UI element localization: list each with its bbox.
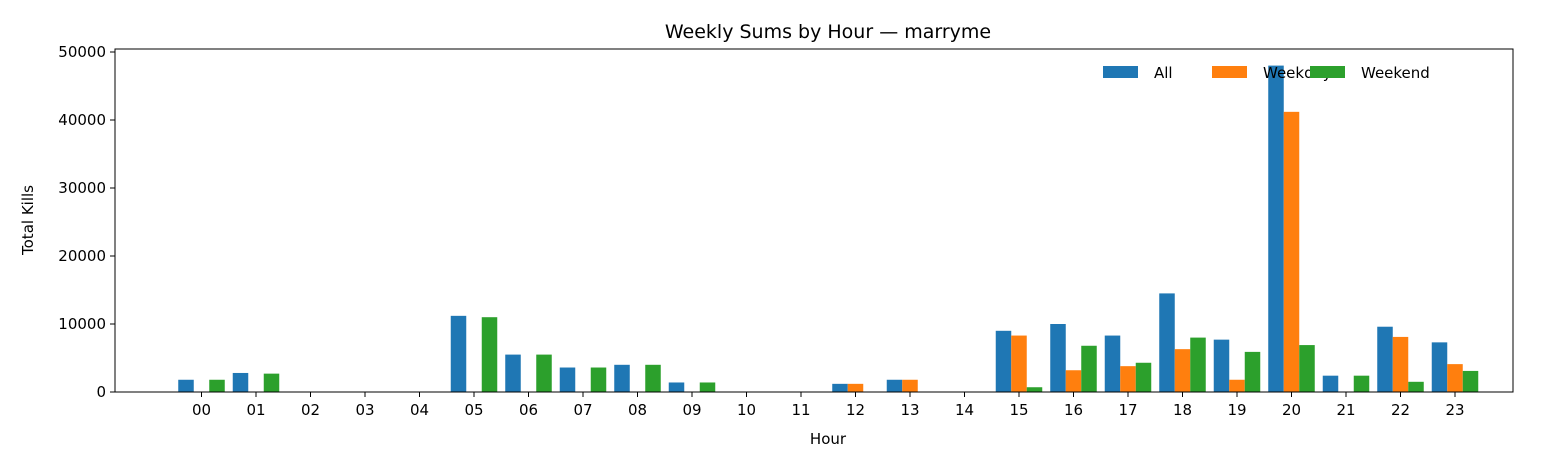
- bar-weekend-17: [1135, 362, 1152, 392]
- legend-swatch-all: [1103, 66, 1138, 78]
- bar-weekend-23: [1462, 370, 1479, 392]
- bar-all-22: [1377, 326, 1393, 392]
- x-tick-label: 23: [1445, 401, 1464, 419]
- y-axis: 0 10000 20000 30000 40000 50000: [58, 43, 115, 401]
- bar-weekdays-22: [1392, 336, 1409, 392]
- y-tick-label: 20000: [58, 247, 106, 265]
- bar-weekdays-12: [847, 383, 864, 392]
- x-tick-label: 14: [955, 401, 974, 419]
- bar-weekend-16: [1081, 345, 1097, 392]
- x-tick-label: 01: [246, 401, 265, 419]
- bar-all-16: [1050, 324, 1066, 392]
- legend-swatch-weekend: [1310, 66, 1345, 78]
- x-tick-label: 19: [1227, 401, 1246, 419]
- bar-weekend-06: [536, 354, 552, 392]
- x-tick-label: 02: [301, 401, 320, 419]
- bar-all-09: [668, 382, 685, 392]
- x-tick-label: 16: [1064, 401, 1083, 419]
- bar-weekend-22: [1408, 381, 1424, 392]
- legend-label-all: All: [1154, 64, 1173, 82]
- bar-weekend-18: [1190, 337, 1206, 392]
- chart-title: Weekly Sums by Hour — marryme: [665, 21, 991, 43]
- bar-weekend-07: [590, 367, 607, 392]
- bar-weekend-05: [481, 317, 498, 392]
- x-tick-label: 20: [1282, 401, 1301, 419]
- bar-weekdays-19: [1229, 379, 1245, 392]
- bar-weekdays-17: [1120, 366, 1136, 392]
- bar-all-23: [1431, 342, 1448, 392]
- x-tick-label: 04: [410, 401, 429, 419]
- plot-frame: [114, 48, 1514, 393]
- bar-all-17: [1104, 335, 1121, 392]
- bar-weekend-01: [263, 373, 280, 392]
- bar-all-19: [1213, 339, 1230, 392]
- bar-weekend-20: [1299, 345, 1315, 392]
- x-tick-label: 12: [846, 401, 865, 419]
- bar-all-15: [995, 330, 1012, 392]
- x-tick-label: 00: [192, 401, 211, 419]
- legend-swatch-weekdays: [1212, 66, 1247, 78]
- bar-all-05: [450, 315, 467, 392]
- x-tick-label: 21: [1336, 401, 1355, 419]
- bar-all-18: [1159, 293, 1175, 392]
- bar-all-06: [505, 354, 521, 392]
- bar-all-20: [1268, 65, 1284, 392]
- x-tick-label: 05: [464, 401, 483, 419]
- bar-weekdays-15: [1011, 335, 1027, 392]
- bar-weekend-19: [1244, 351, 1261, 392]
- legend-label-weekend: Weekend: [1361, 64, 1430, 82]
- bar-weekend-00: [209, 379, 225, 392]
- bar-all-00: [178, 379, 194, 392]
- x-tick-label: 08: [628, 401, 647, 419]
- bar-weekend-09: [699, 382, 716, 392]
- bar-weekdays-13: [902, 379, 918, 392]
- x-tick-label: 22: [1391, 401, 1410, 419]
- y-axis-label: Total Kills: [19, 185, 37, 256]
- bar-weekdays-20: [1283, 111, 1300, 392]
- x-tick-label: 18: [1173, 401, 1192, 419]
- legend: All Weekdays Weekend: [1103, 64, 1430, 82]
- bar-all-01: [232, 372, 249, 392]
- y-tick-label: 30000: [58, 179, 106, 197]
- bar-weekdays-16: [1065, 370, 1082, 392]
- y-tick-label: 40000: [58, 111, 106, 129]
- bar-all-21: [1322, 375, 1339, 392]
- x-tick-label: 13: [900, 401, 919, 419]
- bar-weekend-08: [645, 364, 661, 392]
- bar-weekend-21: [1353, 375, 1370, 392]
- bar-all-13: [886, 379, 903, 392]
- x-tick-label: 10: [737, 401, 756, 419]
- x-tick-label: 06: [519, 401, 538, 419]
- bar-weekdays-23: [1447, 364, 1463, 392]
- x-axis: 00 01 02 03 04 05 06 07 08 09 10 11 12 13 14 15 16 17 18 19…: [192, 392, 1465, 419]
- bar-all-12: [832, 383, 848, 392]
- x-tick-label: 15: [1009, 401, 1028, 419]
- bar-all-07: [559, 367, 576, 392]
- bar-all-08: [614, 364, 630, 392]
- x-tick-label: 17: [1118, 401, 1137, 419]
- x-tick-label: 09: [682, 401, 701, 419]
- y-tick-label: 10000: [58, 315, 106, 333]
- x-axis-label: Hour: [810, 430, 847, 448]
- y-tick-label: 50000: [58, 43, 106, 61]
- x-tick-label: 07: [573, 401, 592, 419]
- x-tick-label: 03: [355, 401, 374, 419]
- bar-weekdays-18: [1174, 349, 1191, 392]
- x-tick-label: 11: [791, 401, 810, 419]
- bar-weekend-15: [1026, 387, 1043, 392]
- bars-group: [178, 65, 1479, 392]
- y-tick-label: 0: [96, 383, 106, 401]
